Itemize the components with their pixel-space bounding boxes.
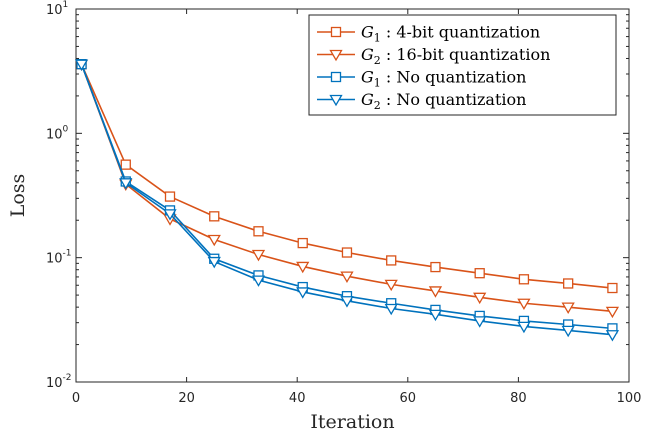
x-tick-label: 0 bbox=[72, 391, 80, 406]
data-point bbox=[605, 306, 620, 319]
data-point bbox=[120, 159, 131, 170]
data-point bbox=[297, 237, 308, 249]
data-point bbox=[386, 255, 397, 266]
y-tick-label: 10-1 bbox=[46, 249, 72, 267]
y-axis-label: Loss bbox=[7, 174, 29, 218]
data-point bbox=[340, 296, 354, 308]
data-point bbox=[473, 316, 487, 328]
data-point bbox=[207, 234, 221, 247]
x-axis-label: Iteration bbox=[310, 411, 394, 432]
series-4 bbox=[74, 59, 620, 342]
data-point bbox=[251, 275, 266, 287]
x-tick-label: 80 bbox=[510, 391, 527, 406]
data-point bbox=[561, 325, 575, 338]
legend-box bbox=[308, 14, 617, 116]
data-point bbox=[296, 287, 310, 299]
legend-marker bbox=[329, 49, 343, 62]
data-point bbox=[340, 271, 354, 283]
data-point bbox=[607, 282, 618, 294]
legend-entry-label: G2 : No quantization bbox=[361, 90, 526, 112]
legend-entry-label: G2 : 16-bit quantization bbox=[361, 45, 550, 67]
data-point bbox=[428, 309, 443, 322]
data-point bbox=[563, 278, 574, 289]
y-tick-label: 10-2 bbox=[46, 373, 72, 391]
data-point bbox=[251, 249, 266, 262]
data-point bbox=[473, 292, 487, 305]
data-point bbox=[207, 256, 221, 269]
data-point bbox=[164, 191, 176, 202]
data-point bbox=[384, 279, 398, 292]
data-point bbox=[74, 59, 89, 71]
data-point bbox=[428, 286, 443, 298]
data-point bbox=[384, 303, 398, 316]
legend-marker bbox=[330, 71, 342, 83]
data-point bbox=[517, 298, 531, 311]
data-point bbox=[474, 268, 485, 279]
data-point bbox=[561, 302, 575, 314]
legend-marker bbox=[329, 94, 343, 107]
x-tick-label: 100 bbox=[617, 391, 642, 406]
legend-entry-label: G1 : No quantization bbox=[361, 68, 526, 90]
legend-entry-label: G1 : 4-bit quantization bbox=[361, 23, 540, 45]
data-point bbox=[253, 226, 264, 237]
y-tick-label: 100 bbox=[46, 124, 69, 142]
data-point bbox=[518, 274, 530, 285]
y-tick-label: 101 bbox=[46, 0, 68, 18]
data-point bbox=[517, 321, 531, 334]
data-point bbox=[341, 247, 353, 258]
x-tick-label: 20 bbox=[178, 391, 195, 406]
data-point bbox=[430, 261, 441, 273]
data-point bbox=[209, 211, 220, 222]
data-point bbox=[163, 209, 177, 221]
data-point bbox=[296, 261, 310, 274]
data-point bbox=[119, 178, 133, 190]
legend-marker bbox=[330, 26, 342, 38]
x-tick-label: 60 bbox=[400, 391, 417, 406]
x-tick-label: 40 bbox=[289, 391, 306, 406]
data-point bbox=[605, 330, 620, 342]
